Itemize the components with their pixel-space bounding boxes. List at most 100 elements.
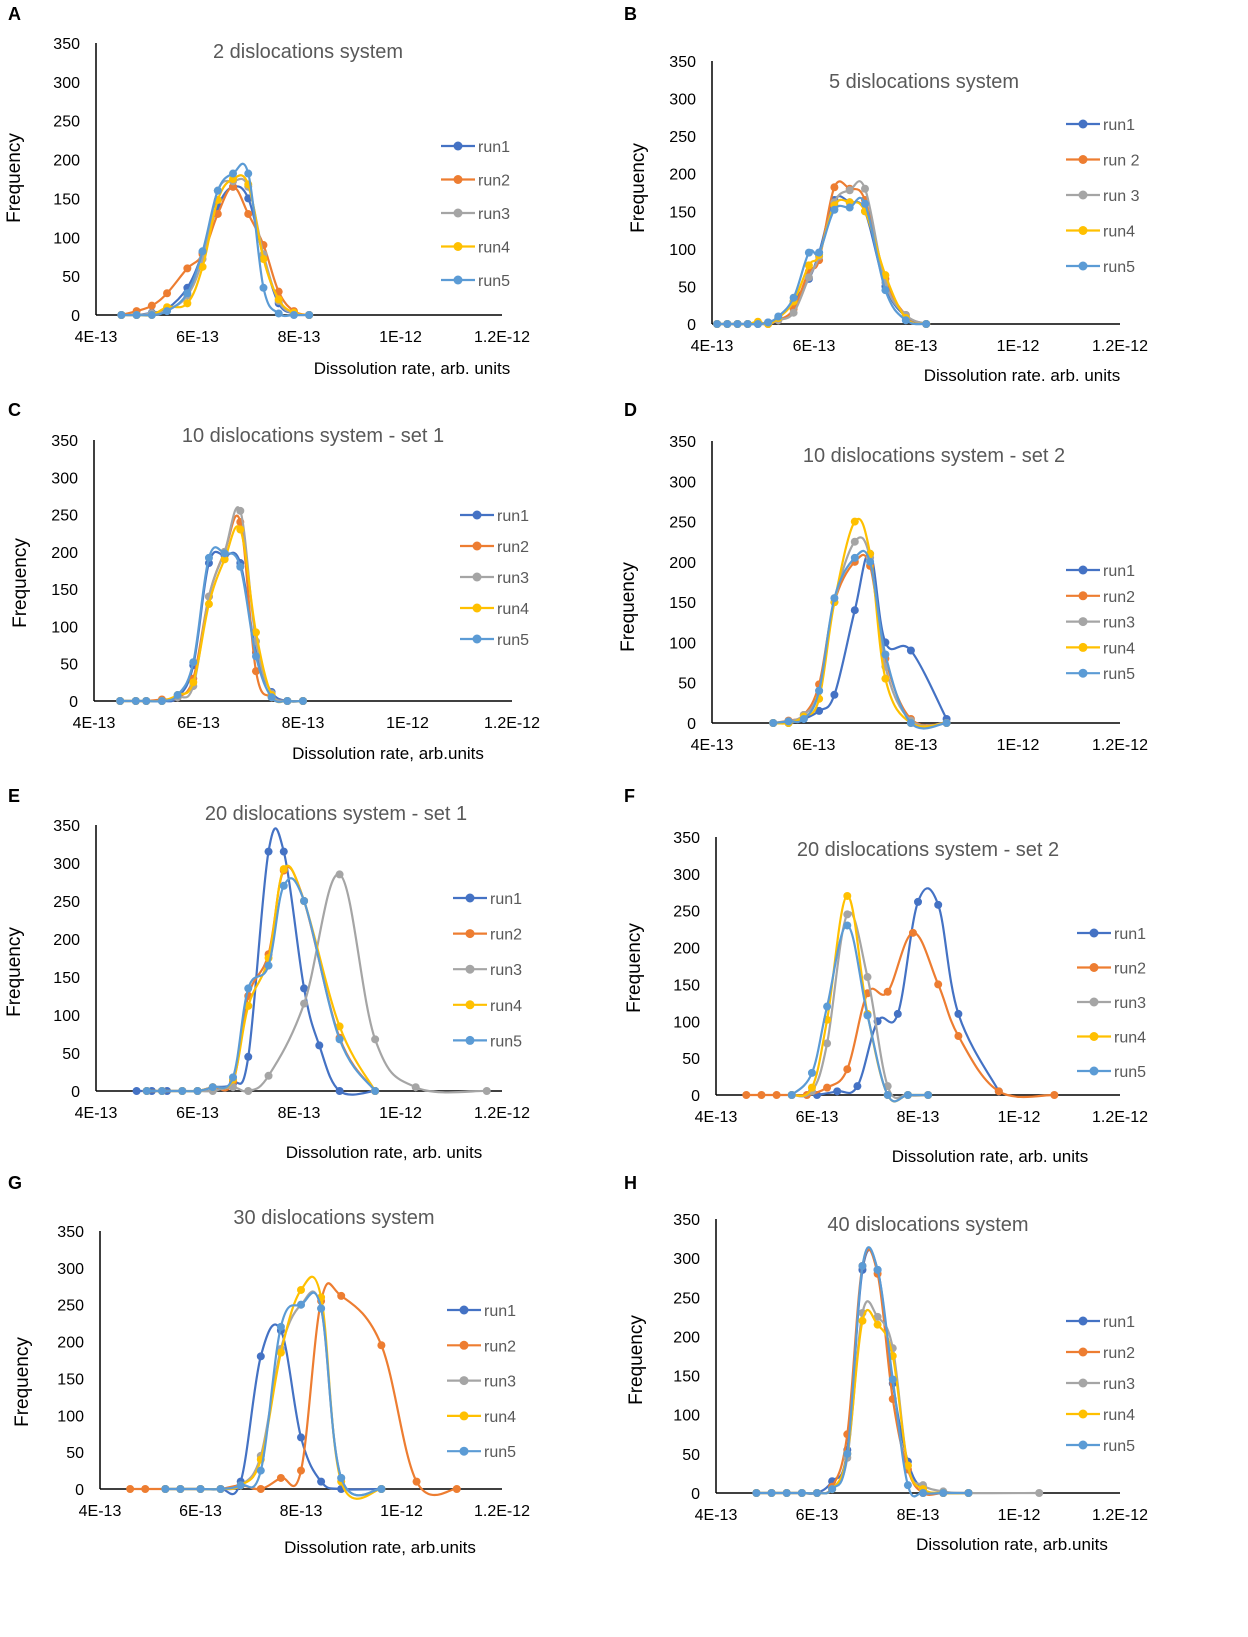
legend-label: run4 <box>478 240 510 257</box>
data-point <box>850 537 859 546</box>
data-point <box>147 301 156 310</box>
legend-item: run3 <box>460 570 529 587</box>
data-point <box>267 693 276 702</box>
legend-marker <box>472 572 482 582</box>
legend-marker <box>453 141 463 151</box>
x-tick-label: 4E-13 <box>75 1105 118 1122</box>
data-point <box>317 1477 326 1486</box>
legend-label: run3 <box>490 962 522 979</box>
data-point <box>782 1489 791 1497</box>
legend-item: run2 <box>1077 961 1146 978</box>
legend-item: run5 <box>447 1444 516 1461</box>
data-point <box>1035 1489 1044 1497</box>
data-point <box>256 1352 265 1361</box>
data-point <box>815 686 824 695</box>
legend-marker <box>465 964 475 974</box>
legend-marker <box>459 1446 469 1456</box>
data-point <box>767 1489 776 1497</box>
y-tick-label: 50 <box>60 657 78 674</box>
x-tick-label: 8E-13 <box>280 1503 323 1520</box>
legend-label: run5 <box>490 1033 522 1050</box>
chart-panel-B: B 5 dislocations system 0 50 100 150 200 250 300… <box>624 4 1148 385</box>
data-point <box>142 697 151 705</box>
legend-marker <box>472 541 482 551</box>
chart-title: 40 dislocations system <box>827 1214 1028 1236</box>
legend-item: run2 <box>453 927 522 944</box>
data-point <box>906 719 915 727</box>
data-point <box>843 910 852 919</box>
y-axis-label: Frequency <box>624 923 645 1013</box>
x-tick-label: 1E-12 <box>386 715 429 732</box>
data-point <box>843 891 852 900</box>
legend-item: run2 <box>441 173 510 190</box>
legend-label: run3 <box>478 206 510 223</box>
data-point <box>881 650 890 659</box>
panel-letter: G <box>8 1173 22 1193</box>
legend-label: run1 <box>1103 117 1135 134</box>
data-point <box>204 600 213 609</box>
chart-title: 20 dislocations system - set 2 <box>797 839 1059 861</box>
panel-letter: H <box>624 1173 637 1193</box>
data-point <box>893 1009 902 1018</box>
data-point <box>131 697 140 705</box>
panel-letter: C <box>8 400 21 420</box>
series-line <box>773 552 948 725</box>
data-point <box>300 984 309 993</box>
legend-marker <box>453 242 463 251</box>
legend-item: run3 <box>441 206 510 223</box>
data-point <box>789 293 798 302</box>
data-point <box>236 506 245 515</box>
data-point <box>276 1348 285 1357</box>
y-tick-label: 250 <box>53 894 80 911</box>
chart-title: 2 dislocations system <box>213 41 403 63</box>
data-point <box>213 209 222 218</box>
panel-letter: D <box>624 400 637 420</box>
legend-marker <box>1078 1378 1088 1388</box>
data-point <box>264 847 273 856</box>
data-point <box>813 1489 821 1497</box>
data-point <box>830 594 839 603</box>
data-point <box>853 1082 862 1091</box>
data-point <box>858 1316 867 1325</box>
legend-marker <box>465 929 475 939</box>
series-run5 <box>116 546 307 705</box>
legend-marker <box>1078 591 1088 601</box>
series-line <box>773 517 947 728</box>
data-point <box>189 678 198 687</box>
legend-item: run4 <box>453 998 522 1015</box>
legend-marker <box>453 208 463 218</box>
data-point <box>335 1022 344 1031</box>
series-line <box>165 1323 382 1496</box>
x-tick-label: 6E-13 <box>179 1503 222 1520</box>
series-run5 <box>787 921 933 1103</box>
data-point <box>289 311 298 319</box>
legend-marker <box>1089 928 1099 938</box>
series-line <box>146 877 377 1093</box>
series-run2 <box>142 865 380 1095</box>
data-point <box>279 847 288 856</box>
legend-label: run4 <box>484 1409 516 1426</box>
legend-label: run1 <box>484 1303 516 1320</box>
data-point <box>337 1473 346 1482</box>
legend-item: run3 <box>447 1374 516 1391</box>
y-axis-label: Frequency <box>12 1337 33 1427</box>
y-tick-label: 350 <box>669 54 696 71</box>
legend-label: run2 <box>1103 589 1135 606</box>
data-point <box>850 517 859 526</box>
legend-label: run4 <box>490 998 522 1015</box>
y-tick-label: 150 <box>669 204 696 221</box>
chart-title: 10 dislocations system - set 2 <box>803 445 1065 467</box>
legend-item: run1 <box>1066 1314 1135 1331</box>
legend-item: run4 <box>1066 640 1135 657</box>
data-point <box>1050 1091 1059 1099</box>
legend-marker <box>1078 1440 1088 1450</box>
legend-item: run2 <box>460 539 529 556</box>
data-point <box>213 186 222 195</box>
data-point <box>220 555 229 564</box>
legend-item: run3 <box>1077 995 1146 1012</box>
x-tick-label: 8E-13 <box>895 737 938 754</box>
legend-label: run 2 <box>1103 153 1140 170</box>
legend-label: run 3 <box>1103 188 1140 205</box>
legend-item: run5 <box>1066 666 1135 683</box>
legend-marker <box>1078 668 1088 678</box>
